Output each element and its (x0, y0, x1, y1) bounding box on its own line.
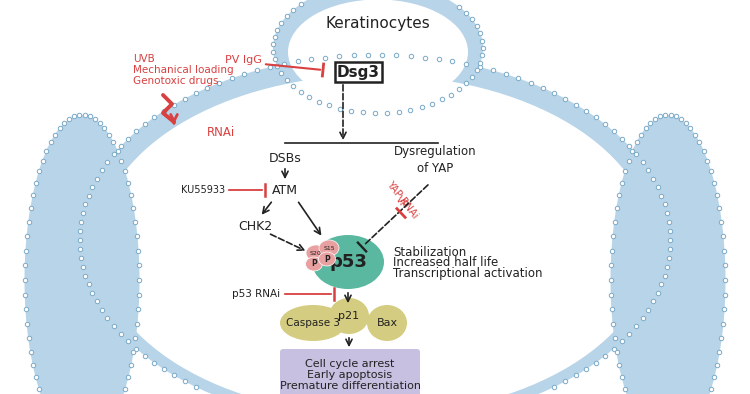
Ellipse shape (273, 0, 483, 113)
Text: Increased half life: Increased half life (393, 256, 498, 269)
Ellipse shape (610, 115, 725, 394)
Text: P: P (324, 255, 330, 264)
Text: Keratinocytes: Keratinocytes (326, 16, 430, 31)
Text: Cell cycle arrest: Cell cycle arrest (305, 359, 395, 369)
Text: UVB: UVB (133, 54, 154, 64)
Text: Dysregulation
of YAP: Dysregulation of YAP (394, 145, 476, 175)
Text: Stabilization: Stabilization (393, 245, 466, 258)
Text: P: P (311, 260, 316, 268)
Text: p53: p53 (329, 253, 367, 271)
Ellipse shape (329, 298, 369, 334)
Text: S20: S20 (310, 251, 322, 255)
Text: Bax: Bax (376, 318, 398, 328)
Text: DSBs: DSBs (268, 152, 302, 165)
Ellipse shape (98, 75, 652, 394)
Text: Premature differentiation: Premature differentiation (280, 381, 421, 391)
Text: ATM: ATM (272, 184, 298, 197)
Text: VP: VP (393, 194, 409, 210)
Ellipse shape (25, 115, 140, 394)
Text: Caspase 3: Caspase 3 (286, 318, 340, 328)
Ellipse shape (80, 55, 670, 394)
Ellipse shape (319, 240, 339, 256)
Text: RNAi: RNAi (207, 126, 236, 139)
Ellipse shape (319, 252, 335, 266)
Text: p53 RNAi: p53 RNAi (232, 289, 280, 299)
Ellipse shape (306, 245, 326, 261)
Ellipse shape (367, 305, 407, 341)
Text: KU55933: KU55933 (181, 185, 225, 195)
Text: S15: S15 (323, 245, 334, 251)
Text: Genotoxic drugs: Genotoxic drugs (133, 76, 218, 86)
Text: YAP RNAi: YAP RNAi (384, 179, 419, 220)
Text: PV IgG: PV IgG (225, 55, 262, 65)
Text: CHK2: CHK2 (238, 219, 272, 232)
Ellipse shape (288, 0, 468, 104)
Text: Dsg3: Dsg3 (337, 65, 380, 80)
Text: Mechanical loading: Mechanical loading (133, 65, 234, 75)
FancyBboxPatch shape (280, 349, 420, 394)
Ellipse shape (312, 235, 384, 289)
Ellipse shape (280, 305, 346, 341)
Ellipse shape (305, 257, 322, 271)
Text: p21: p21 (338, 311, 359, 321)
Text: Early apoptosis: Early apoptosis (308, 370, 392, 380)
Text: Transcriptional activation: Transcriptional activation (393, 268, 542, 281)
